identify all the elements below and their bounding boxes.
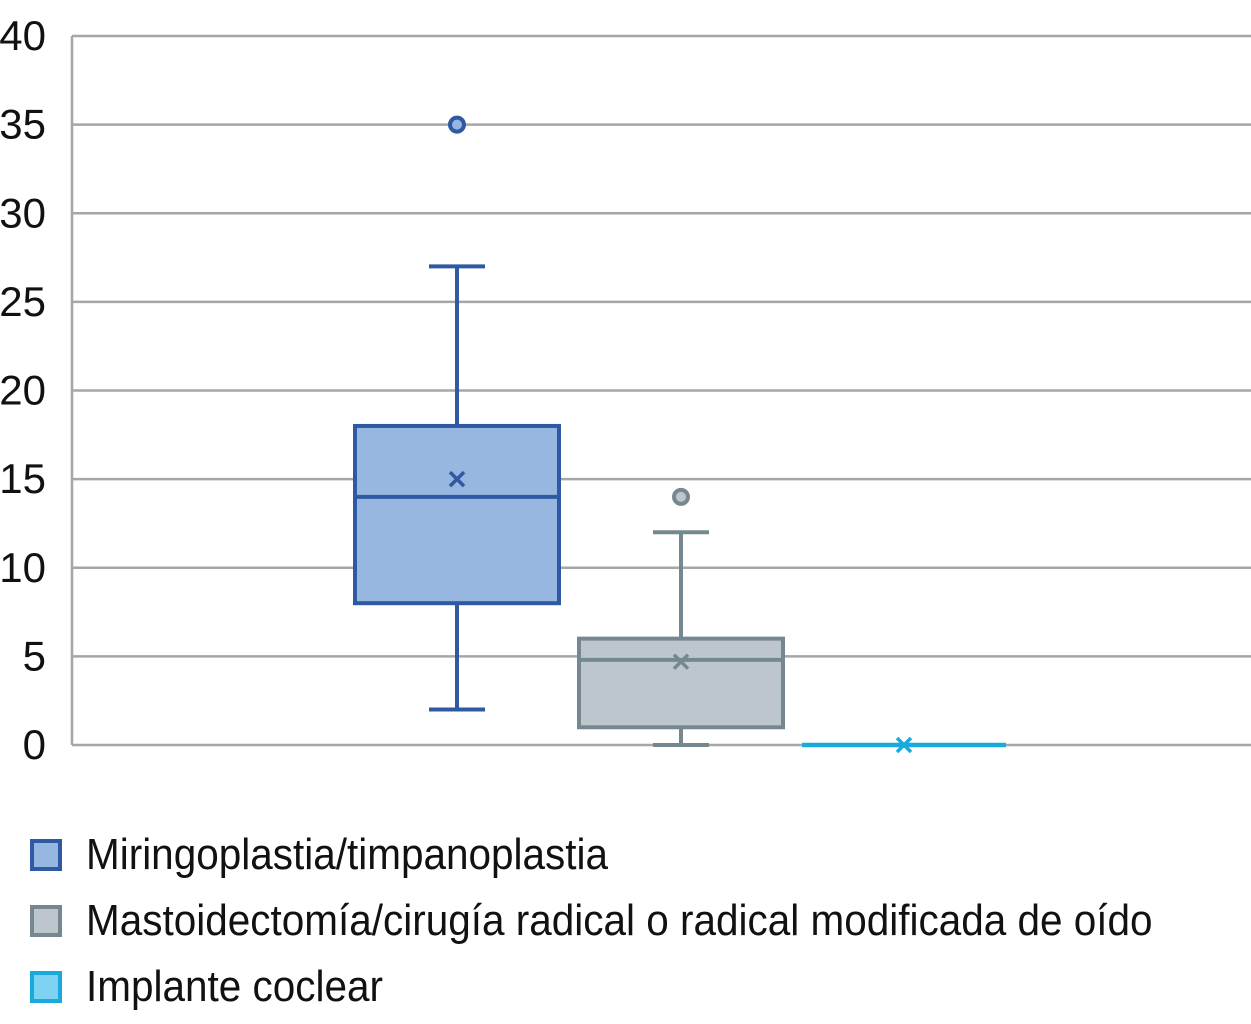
y-tick-label: 30 bbox=[0, 189, 46, 236]
y-tick-label: 15 bbox=[0, 455, 46, 502]
mean-marker bbox=[895, 736, 913, 754]
y-tick-label: 10 bbox=[0, 544, 46, 591]
y-tick-label: 5 bbox=[23, 632, 46, 679]
y-tick-label: 40 bbox=[0, 12, 46, 59]
box-plot-series-1 bbox=[353, 115, 561, 712]
box-plot-series-3 bbox=[802, 736, 1006, 754]
y-tick-label: 0 bbox=[23, 721, 46, 768]
legend-swatch-miringoplastia bbox=[30, 839, 62, 871]
box-plot-series-2 bbox=[577, 487, 785, 747]
grid-lines bbox=[72, 34, 1251, 747]
box-plot-chart: 0 5 10 15 20 25 30 35 40 bbox=[0, 12, 1251, 768]
outlier-point bbox=[448, 115, 466, 134]
y-tick-label: 20 bbox=[0, 367, 46, 414]
legend-label-miringoplastia: Miringoplastia/timpanoplastia bbox=[86, 830, 609, 879]
interquartile-box bbox=[353, 423, 561, 606]
y-axis-ticks: 0 5 10 15 20 25 30 35 40 bbox=[0, 12, 46, 768]
y-tick-label: 35 bbox=[0, 101, 46, 148]
interquartile-box bbox=[577, 636, 785, 730]
legend-item-miringoplastia: Miringoplastia/timpanoplastia bbox=[30, 822, 1245, 888]
legend-label-implante-coclear: Implante coclear bbox=[86, 962, 384, 1011]
legend-swatch-implante-coclear bbox=[30, 971, 62, 1003]
mean-marker bbox=[448, 470, 466, 488]
legend: Miringoplastia/timpanoplastia Mastoidect… bbox=[30, 822, 1245, 1020]
legend-item-implante-coclear: Implante coclear bbox=[30, 954, 1245, 1020]
y-tick-label: 25 bbox=[0, 278, 46, 325]
legend-item-mastoidectomia: Mastoidectomía/cirugía radical o radical… bbox=[30, 888, 1245, 954]
legend-swatch-mastoidectomia bbox=[30, 905, 62, 937]
box-plots bbox=[353, 115, 1006, 754]
legend-label-mastoidectomia: Mastoidectomía/cirugía radical o radical… bbox=[86, 896, 1153, 945]
mean-marker bbox=[672, 653, 690, 670]
outlier-point bbox=[672, 487, 690, 506]
